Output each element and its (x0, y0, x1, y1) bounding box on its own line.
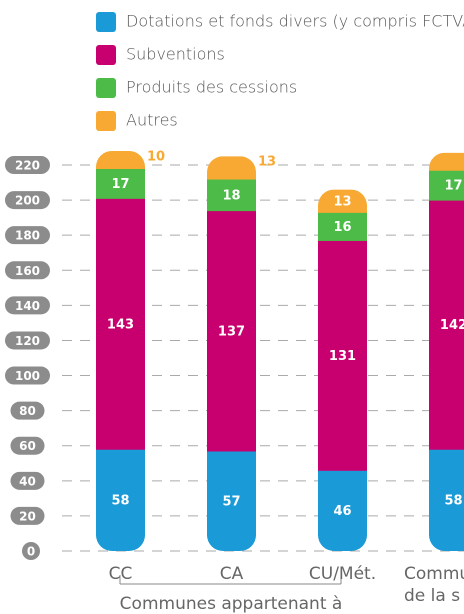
x-tick-label: CA (220, 564, 244, 584)
value-label: 17 (444, 179, 462, 194)
legend-label: Autres (126, 111, 178, 130)
y-tick-label: 40 (19, 474, 36, 488)
bar-segment (429, 200, 464, 450)
bar-segment (318, 470, 367, 551)
y-tick-label: 120 (15, 334, 40, 348)
tick-pill (10, 436, 45, 455)
tick-pill (5, 261, 50, 280)
value-label: 131 (329, 349, 356, 364)
tick-pill (10, 471, 45, 490)
tick-pill (10, 401, 45, 420)
bar-segment (429, 170, 464, 201)
tick-pill (5, 366, 50, 385)
bar-segment (96, 150, 145, 170)
bar-group (207, 156, 256, 552)
legend-label: Dotations et fonds divers (y compris FCT… (126, 12, 464, 31)
value-label: 17 (111, 177, 129, 192)
bar-group (318, 189, 367, 551)
bar-segment (318, 240, 367, 471)
bar-segment (207, 450, 256, 552)
value-label: 58 (111, 494, 129, 509)
value-label: 13 (258, 155, 276, 170)
tick-pill (5, 156, 50, 174)
bar-segment (207, 179, 256, 212)
legend-swatch (96, 45, 116, 65)
bar-group (429, 152, 464, 552)
x-tick-label: CU/Mét. (309, 564, 376, 584)
tick-pill (5, 226, 50, 245)
tick-pill (22, 542, 40, 560)
y-tick-label: 60 (19, 439, 36, 453)
tick-pill (5, 191, 50, 210)
value-label: 18 (222, 188, 240, 203)
legend-label: Produits des cessions (126, 78, 297, 97)
bar-segment (96, 198, 145, 450)
legend-swatch (96, 12, 116, 32)
y-tick-label: 100 (15, 369, 40, 383)
y-tick-label: 220 (15, 159, 40, 173)
y-tick-label: 20 (19, 509, 36, 523)
value-label: 142 (440, 318, 464, 333)
legend-swatch (96, 111, 116, 131)
value-label: 143 (107, 317, 134, 332)
bar-segment (207, 156, 256, 180)
y-tick-label: 200 (15, 194, 40, 208)
value-label: 57 (222, 494, 240, 509)
value-label: 10 (147, 149, 165, 164)
y-tick-label: 180 (15, 229, 40, 243)
y-tick-label: 160 (15, 264, 40, 278)
bar-group (96, 150, 145, 552)
value-label: 13 (333, 194, 351, 209)
tick-pill (5, 296, 50, 315)
bar-segment (318, 189, 367, 213)
value-label: 137 (218, 324, 245, 339)
tick-pill (10, 506, 45, 525)
y-tick-label: 140 (15, 299, 40, 313)
bar-segment (318, 212, 367, 241)
value-label: 58 (444, 494, 462, 509)
x-tick-label: CC (109, 564, 133, 584)
bar-segment (207, 210, 256, 452)
bar-segment (429, 449, 464, 552)
tick-pill (5, 331, 50, 350)
bar-segment (429, 152, 464, 171)
x-tick-label: Commu (404, 564, 464, 584)
y-tick-label: 80 (19, 404, 36, 418)
legend-swatch (96, 78, 116, 98)
bar-segment (96, 168, 145, 199)
group-label: Communes appartenant à (120, 594, 343, 614)
bar-segment (96, 449, 145, 552)
value-label: 16 (333, 220, 351, 235)
group-label: de la s (404, 586, 460, 606)
value-label: 46 (333, 504, 351, 519)
y-tick-label: 0 (27, 545, 35, 559)
legend-label: Subventions (126, 45, 225, 64)
